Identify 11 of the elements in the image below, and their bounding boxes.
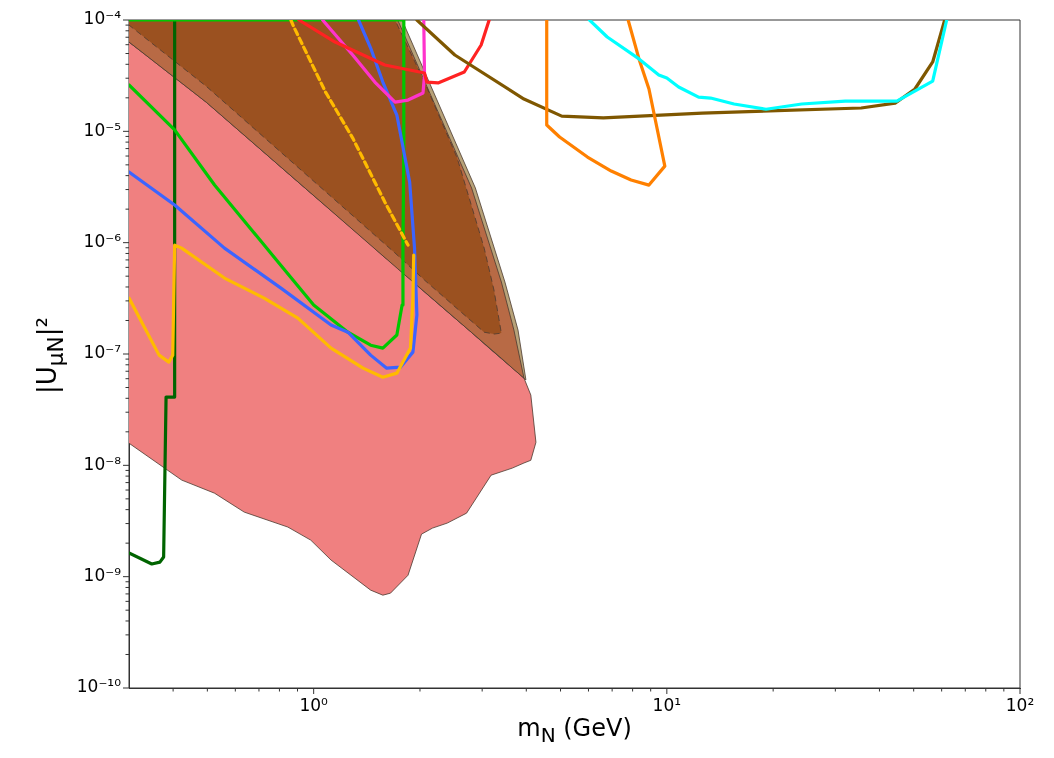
y-tick-label: 10⁻⁶ xyxy=(83,231,122,252)
y-tick-label: 10⁻⁴ xyxy=(83,8,122,29)
y-tick-label: 10⁻⁸ xyxy=(83,453,122,474)
y-tick-label: 10⁻⁵ xyxy=(83,119,121,140)
y-tick-label: 10⁻⁷ xyxy=(83,342,122,363)
x-axis-title: m$_{N}$ (GeV) xyxy=(516,714,633,747)
y-tick-label: 10⁻⁹ xyxy=(83,565,122,586)
x-tick-label: 10⁰ xyxy=(299,694,329,715)
x-tick-label: 10¹ xyxy=(652,694,682,715)
y-tick-label: 10⁻¹⁰ xyxy=(76,676,122,697)
x-tick-label: 10² xyxy=(1005,694,1035,715)
